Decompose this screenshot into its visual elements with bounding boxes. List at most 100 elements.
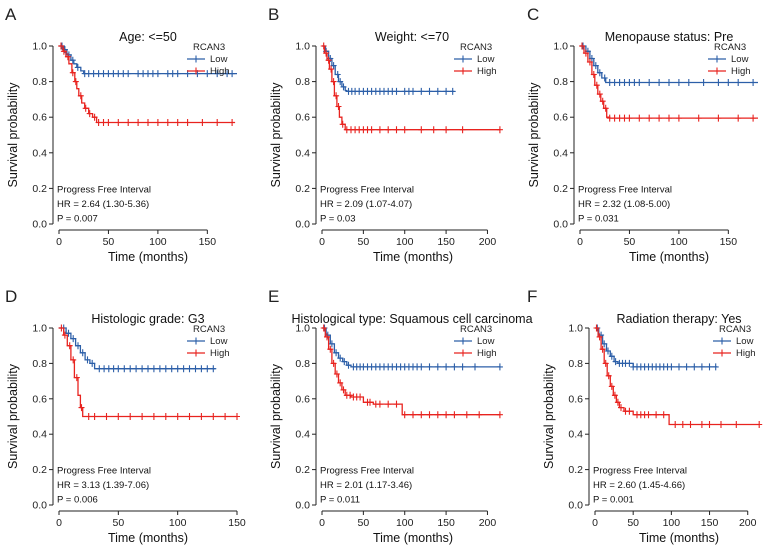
censor-mark-high (69, 69, 76, 77)
y-tick-label: 0.2 (32, 183, 47, 195)
x-tick-label: 200 (479, 236, 497, 248)
panel-a: A Age: <=50 0.0 0.2 0.4 0.6 0.8 1.0 0 50 100 150 Tim… (5, 5, 237, 264)
censor-mark-low (451, 363, 458, 371)
censor-mark-high (323, 49, 330, 57)
censor-mark-low (127, 365, 134, 373)
censor-mark-low (418, 87, 425, 95)
censor-mark-high (154, 119, 161, 126)
censor-mark-low (229, 70, 236, 78)
censor-mark-high (367, 398, 373, 406)
censor-mark-high (339, 120, 346, 128)
panel-title: Radiation therapy: Yes (616, 312, 741, 326)
censor-mark-high (733, 421, 740, 428)
censor-mark-low (192, 365, 199, 373)
censor-mark-low (180, 365, 187, 373)
x-tick-label: 50 (358, 517, 370, 529)
panel-letter: E (268, 287, 279, 306)
legend-label-high: High (210, 348, 230, 359)
censor-mark-high (198, 413, 205, 420)
censor-mark-low (668, 363, 675, 371)
censor-mark-low (626, 359, 633, 367)
censor-mark-low (675, 79, 682, 86)
censor-mark-low (334, 71, 341, 78)
y-tick-label: 0.8 (568, 358, 583, 370)
x-axis-label: Time (months) (108, 531, 188, 545)
censor-mark-high (199, 119, 206, 126)
censor-mark-high (618, 404, 624, 412)
censor-mark-high (64, 53, 71, 61)
legend-label-high: High (210, 66, 230, 77)
legend-label-low: Low (477, 54, 495, 65)
censor-mark-high (672, 421, 679, 428)
censor-mark-high (706, 421, 713, 428)
censor-mark-high (78, 404, 85, 412)
y-tick-label: 0.0 (295, 219, 310, 231)
y-tick-label: 0.8 (295, 358, 310, 370)
x-axis-label: Time (months) (639, 531, 719, 545)
censor-mark-low (449, 87, 456, 95)
x-tick-label: 0 (592, 517, 598, 529)
y-tick-label: 0.4 (295, 147, 310, 159)
censor-mark-high (410, 411, 416, 419)
censor-mark-high (91, 413, 98, 420)
censor-mark-low (139, 365, 146, 373)
censor-mark-high (376, 126, 383, 134)
censor-mark-low (65, 329, 72, 337)
censor-mark-high (320, 324, 327, 332)
censor-mark-low (198, 365, 205, 373)
x-tick-label: 150 (199, 236, 217, 248)
y-tick-label: 0.4 (295, 429, 310, 441)
censor-mark-low (75, 342, 81, 350)
censor-mark-low (328, 340, 335, 348)
censor-mark-high (115, 119, 122, 126)
legend-label-low: Low (210, 54, 228, 65)
x-tick-label: 0 (56, 236, 62, 248)
y-axis-label: Survival probability (6, 363, 20, 469)
censor-mark-high (234, 413, 240, 420)
censor-mark-high (72, 78, 79, 86)
censor-mark-high (333, 92, 340, 100)
y-tick-label: 0.6 (295, 112, 310, 124)
censor-mark-high (335, 103, 342, 110)
annotation-line: Progress Free Interval (320, 466, 414, 477)
censor-mark-high (698, 421, 705, 428)
censor-mark-high (443, 126, 450, 134)
y-tick-label: 1.0 (553, 41, 568, 53)
censor-mark-high (459, 126, 466, 134)
censor-mark-high (608, 382, 615, 390)
censor-mark-high (656, 114, 663, 122)
y-axis-label: Survival probability (269, 363, 283, 469)
censor-mark-high (327, 345, 334, 353)
censor-mark-low (418, 363, 425, 371)
censor-mark-high (139, 413, 146, 420)
censor-mark-high (614, 398, 621, 406)
censor-mark-high (162, 413, 169, 420)
censor-mark-high (756, 421, 763, 428)
censor-mark-high (320, 42, 327, 50)
legend-label-low: Low (731, 54, 749, 65)
censor-mark-low (121, 365, 128, 373)
censor-mark-low (443, 87, 450, 95)
censor-mark-high (174, 119, 181, 126)
x-tick-label: 100 (149, 236, 167, 248)
censor-mark-high (393, 400, 400, 408)
censor-mark-high (324, 333, 330, 341)
annotation-line: P = 0.006 (57, 495, 98, 506)
annotation-line: P = 0.001 (593, 495, 634, 506)
legend-label-low: Low (736, 336, 754, 347)
censor-mark-high (60, 47, 67, 55)
y-tick-label: 0.6 (32, 112, 47, 124)
censor-mark-low (174, 365, 181, 373)
censor-mark-high (593, 324, 600, 332)
censor-mark-high (105, 119, 112, 126)
legend-label-low: Low (210, 336, 228, 347)
y-tick-label: 0.4 (553, 147, 568, 159)
y-tick-label: 0.6 (295, 393, 310, 405)
y-tick-label: 0.8 (295, 76, 310, 88)
censor-mark-low (472, 363, 478, 371)
censor-mark-low (646, 79, 653, 86)
y-axis-label: Survival probability (6, 82, 20, 188)
x-tick-label: 50 (627, 517, 639, 529)
censor-mark-high (127, 413, 134, 420)
censor-mark-high (626, 114, 633, 122)
